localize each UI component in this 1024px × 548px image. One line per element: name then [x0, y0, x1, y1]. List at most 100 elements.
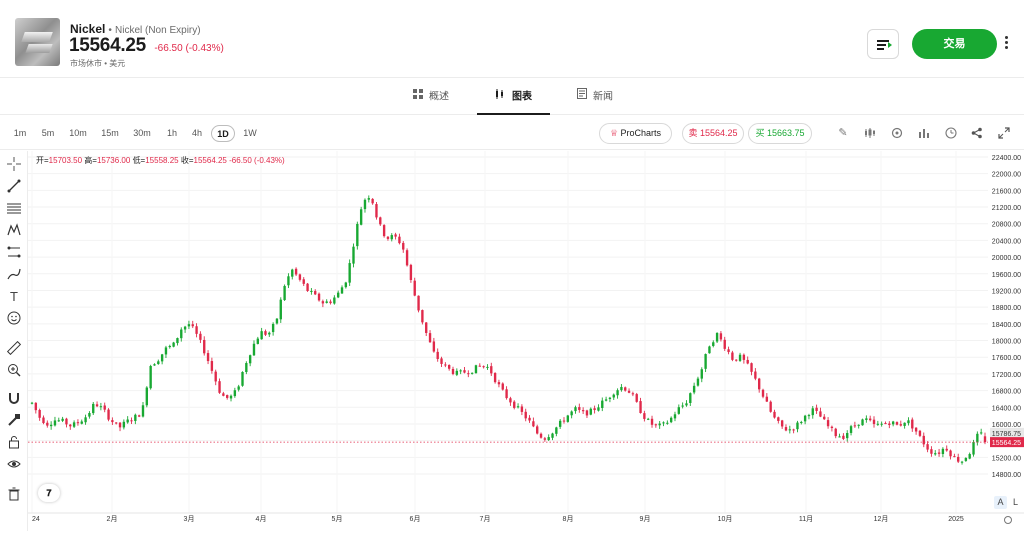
tradingview-logo[interactable]: 𝟕: [38, 484, 60, 502]
candle-body: [750, 363, 753, 372]
candle-body: [914, 427, 918, 432]
timeframe-1m[interactable]: 1m: [13, 128, 27, 138]
log-scale-button[interactable]: L: [1012, 497, 1018, 507]
candle-body: [570, 411, 573, 416]
candle-body: [555, 427, 558, 434]
candle-body: [176, 338, 179, 344]
zoom-in-icon[interactable]: [6, 363, 22, 379]
timeframe-1w[interactable]: 1W: [243, 128, 257, 138]
candle-body: [834, 428, 837, 437]
more-vertical-icon[interactable]: [1004, 36, 1010, 52]
candle-body: [604, 399, 608, 401]
timeframe-5m[interactable]: 5m: [41, 128, 55, 138]
y-tick-label: 16000.00: [992, 422, 1021, 429]
candle-body: [505, 389, 508, 399]
price-chart[interactable]: 22400.00 22000.00 21600.00 21200.00 20800.00…: [28, 151, 1024, 531]
candle-body: [53, 420, 57, 426]
prev-price-badge: [990, 427, 1024, 438]
trash-icon[interactable]: [6, 487, 22, 503]
timeframe-15m[interactable]: 15m: [101, 128, 119, 138]
crosshair-icon[interactable]: [6, 157, 22, 173]
candle-body: [95, 404, 99, 407]
page-tabs: 概述 图表 新闻: [0, 79, 1024, 115]
candle-body: [359, 209, 363, 225]
candle-body: [574, 407, 577, 412]
candle-body: [222, 393, 225, 396]
low-label: 低=: [132, 156, 146, 165]
emoji-icon[interactable]: [6, 311, 22, 327]
y-tick-label: 16800.00: [992, 389, 1021, 396]
candle-body: [149, 365, 152, 389]
magnet-icon[interactable]: [6, 391, 22, 407]
close-label: 收=: [180, 156, 194, 165]
pattern-icon[interactable]: [6, 223, 22, 239]
trade-button[interactable]: 交易: [912, 29, 997, 59]
lock-drawing-icon[interactable]: [6, 413, 22, 429]
x-tick-label: 7月: [480, 515, 491, 523]
candle-body: [669, 417, 673, 423]
projection-icon[interactable]: [6, 245, 22, 261]
fib-icon[interactable]: [6, 201, 22, 217]
timeframe-10m[interactable]: 10m: [69, 128, 87, 138]
ruler-icon[interactable]: [6, 340, 22, 357]
eye-icon[interactable]: [6, 457, 22, 473]
symbol-full-name: Nickel (Non Expiry): [115, 25, 201, 36]
candle-body: [639, 401, 642, 414]
ohlc-legend: 开=15703.50 高=15736.00 低=15558.25 收=15564…: [36, 155, 285, 166]
candle-body: [509, 398, 512, 403]
candle-body: [88, 413, 91, 417]
candle-body: [256, 338, 259, 344]
sell-price-button[interactable]: 卖 15564.25: [682, 123, 744, 144]
candle-body: [957, 456, 960, 462]
candle-body: [72, 422, 76, 427]
procharts-button[interactable]: ♕ ProCharts: [599, 123, 672, 144]
candle-body: [467, 373, 470, 375]
buy-price-button[interactable]: 买 15663.75: [748, 123, 812, 144]
timeframe-30m[interactable]: 30m: [133, 128, 151, 138]
candle-body: [520, 406, 524, 412]
lock-icon[interactable]: [6, 435, 22, 451]
candle-body: [168, 345, 171, 348]
candle-body: [210, 361, 214, 371]
settings-icon[interactable]: [891, 127, 903, 139]
candle-body: [352, 246, 355, 264]
candle-body: [287, 276, 290, 286]
candle-body: [264, 331, 267, 335]
timeframe-4h[interactable]: 4h: [191, 128, 202, 138]
watchlist-button[interactable]: [867, 29, 899, 59]
candle-body: [972, 442, 975, 455]
indicators-icon[interactable]: [918, 127, 930, 139]
candle-body: [291, 269, 294, 277]
brush-icon[interactable]: [6, 267, 22, 283]
timeframe-1h[interactable]: 1h: [166, 128, 177, 138]
candle-body: [712, 342, 715, 346]
auto-scale-button[interactable]: A: [994, 496, 1007, 509]
text-icon[interactable]: T: [10, 289, 18, 304]
y-tick-label: 20800.00: [992, 222, 1021, 229]
fullscreen-icon[interactable]: [998, 127, 1010, 139]
candle-body: [99, 406, 103, 408]
candle-body: [631, 393, 635, 395]
tab-chart[interactable]: 图表: [477, 79, 550, 115]
clock-icon[interactable]: [945, 127, 957, 139]
candle-body: [478, 365, 481, 367]
crown-icon: ♕: [609, 128, 619, 138]
candle-body: [888, 423, 891, 426]
chart-canvas[interactable]: 22400.00 22000.00 21600.00 21200.00 20800.00…: [28, 151, 1024, 531]
trendline-icon[interactable]: [6, 179, 22, 195]
x-tick-label: 8月: [563, 515, 574, 523]
tab-news[interactable]: 新闻: [577, 79, 613, 115]
share-icon[interactable]: [971, 127, 983, 139]
candle-body: [153, 364, 156, 366]
candle-type-icon[interactable]: [864, 127, 876, 139]
candle-body: [57, 420, 60, 422]
high-value: 15736.00: [96, 156, 131, 165]
x-tick-label: 10月: [718, 515, 733, 523]
candle-body: [624, 387, 627, 391]
market-status: 市场休市 • 美元: [70, 59, 126, 68]
candle-body: [275, 318, 279, 324]
timeframe-1d[interactable]: 1D: [211, 125, 235, 142]
tab-overview[interactable]: 概述: [413, 79, 449, 115]
pencil-icon[interactable]: ✎: [838, 127, 848, 139]
candle-body: [566, 415, 570, 422]
